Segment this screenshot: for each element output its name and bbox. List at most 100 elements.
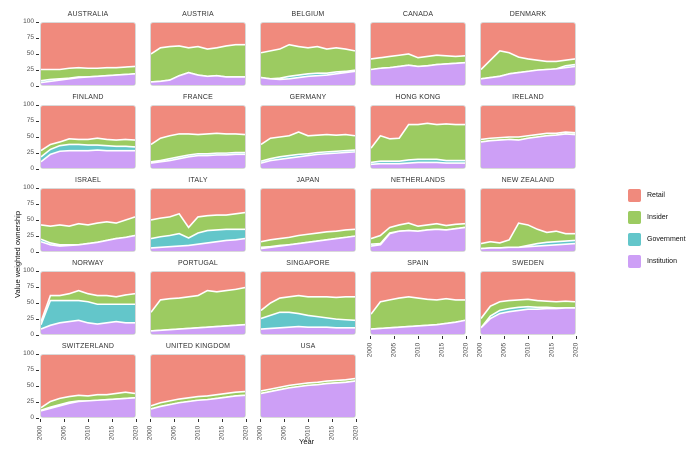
y-tick-label: 25 (26, 232, 34, 239)
x-tick-mark (527, 336, 529, 339)
x-tick-label: 2000 (36, 425, 44, 441)
facet-title-singapore: SINGAPORE (286, 260, 330, 267)
y-tick-mark (35, 334, 39, 336)
x-tick-mark (479, 336, 481, 339)
y-tick-mark (35, 53, 39, 55)
facet-title-usa: USA (300, 343, 316, 350)
facet-panel-belgium (260, 22, 356, 86)
legend-item-government: Government (628, 233, 688, 247)
facet-title-belgium: BELGIUM (291, 11, 325, 18)
x-tick-mark (173, 419, 175, 422)
y-tick-label: 50 (26, 50, 34, 57)
x-tick-mark (221, 419, 223, 422)
x-tick-mark (245, 419, 247, 422)
legend-swatch-institution (628, 255, 641, 268)
facet-title-israel: ISRAEL (74, 177, 102, 184)
y-tick-label: 75 (26, 366, 34, 373)
y-tick-mark (35, 219, 39, 221)
facet-title-switzerland: SWITZERLAND (61, 343, 115, 350)
y-tick-label: 75 (26, 117, 34, 124)
x-tick-label: 2020 (242, 425, 250, 441)
y-tick-label: 0 (30, 82, 34, 89)
y-tick-label: 50 (26, 382, 34, 389)
facet-title-germany: GERMANY (289, 94, 327, 101)
y-tick-mark (35, 21, 39, 23)
y-tick-mark (35, 120, 39, 122)
x-tick-label: 2015 (328, 425, 336, 441)
x-tick-mark (39, 419, 41, 422)
facet-title-spain: SPAIN (407, 260, 429, 267)
legend-item-insider: Insider (628, 211, 688, 225)
y-tick-mark (35, 270, 39, 272)
x-tick-label: 2020 (352, 425, 360, 441)
y-tick-mark (35, 168, 39, 170)
legend-item-institution: Institution (628, 255, 688, 269)
facet-panel-finland (40, 105, 136, 169)
facet-panel-usa (260, 354, 356, 418)
y-tick-mark (35, 136, 39, 138)
y-tick-label: 50 (26, 299, 34, 306)
facet-title-australia: AUSTRALIA (67, 11, 109, 18)
x-tick-label: 2015 (218, 425, 226, 441)
legend-label-insider: Insider (647, 214, 669, 221)
y-tick-label: 100 (23, 18, 34, 25)
x-tick-mark (355, 419, 357, 422)
x-tick-label: 2010 (524, 342, 532, 358)
facet-panel-ireland (480, 105, 576, 169)
x-tick-mark (63, 419, 65, 422)
legend-swatch-government (628, 233, 641, 246)
x-tick-mark (197, 419, 199, 422)
y-tick-mark (35, 85, 39, 87)
x-tick-mark (465, 336, 467, 339)
y-tick-mark (35, 251, 39, 253)
facet-panel-portugal (150, 271, 246, 335)
facet-panel-austria (150, 22, 246, 86)
facet-title-new-zealand: NEW ZEALAND (501, 177, 555, 184)
facet-panel-spain (370, 271, 466, 335)
facet-title-denmark: DENMARK (509, 11, 547, 18)
legend-swatch-insider (628, 211, 641, 224)
legend-label-retail: Retail (647, 192, 665, 199)
x-tick-label: 2015 (548, 342, 556, 358)
y-tick-label: 100 (23, 101, 34, 108)
y-tick-label: 0 (30, 165, 34, 172)
legend-label-institution: Institution (647, 258, 677, 265)
legend-item-retail: Retail (628, 189, 688, 203)
y-tick-mark (35, 104, 39, 106)
facet-title-ireland: IRELAND (512, 94, 544, 101)
facet-panel-singapore (260, 271, 356, 335)
x-tick-label: 2010 (194, 425, 202, 441)
y-tick-mark (35, 318, 39, 320)
y-tick-mark (35, 401, 39, 403)
facet-panel-denmark (480, 22, 576, 86)
y-tick-label: 25 (26, 398, 34, 405)
facet-panel-canada (370, 22, 466, 86)
facet-panel-sweden (480, 271, 576, 335)
y-tick-label: 25 (26, 149, 34, 156)
x-tick-mark (283, 419, 285, 422)
y-tick-label: 75 (26, 200, 34, 207)
x-tick-label: 2015 (108, 425, 116, 441)
x-tick-label: 2010 (414, 342, 422, 358)
y-tick-mark (35, 37, 39, 39)
x-tick-label: 2005 (390, 342, 398, 358)
x-tick-mark (575, 336, 577, 339)
y-tick-label: 100 (23, 350, 34, 357)
facet-title-france: FRANCE (183, 94, 213, 101)
x-tick-label: 2005 (280, 425, 288, 441)
x-tick-label: 2015 (438, 342, 446, 358)
x-tick-mark (111, 419, 113, 422)
legend-swatch-retail (628, 189, 641, 202)
x-axis-label: Year (299, 437, 315, 446)
y-tick-label: 0 (30, 248, 34, 255)
facet-title-japan: JAPAN (296, 177, 320, 184)
x-tick-mark (149, 419, 151, 422)
y-tick-label: 75 (26, 34, 34, 41)
facet-panel-japan (260, 188, 356, 252)
y-tick-mark (35, 369, 39, 371)
y-tick-mark (35, 286, 39, 288)
x-tick-label: 2010 (84, 425, 92, 441)
x-tick-label: 2020 (572, 342, 580, 358)
facet-panel-israel (40, 188, 136, 252)
x-tick-label: 2005 (60, 425, 68, 441)
